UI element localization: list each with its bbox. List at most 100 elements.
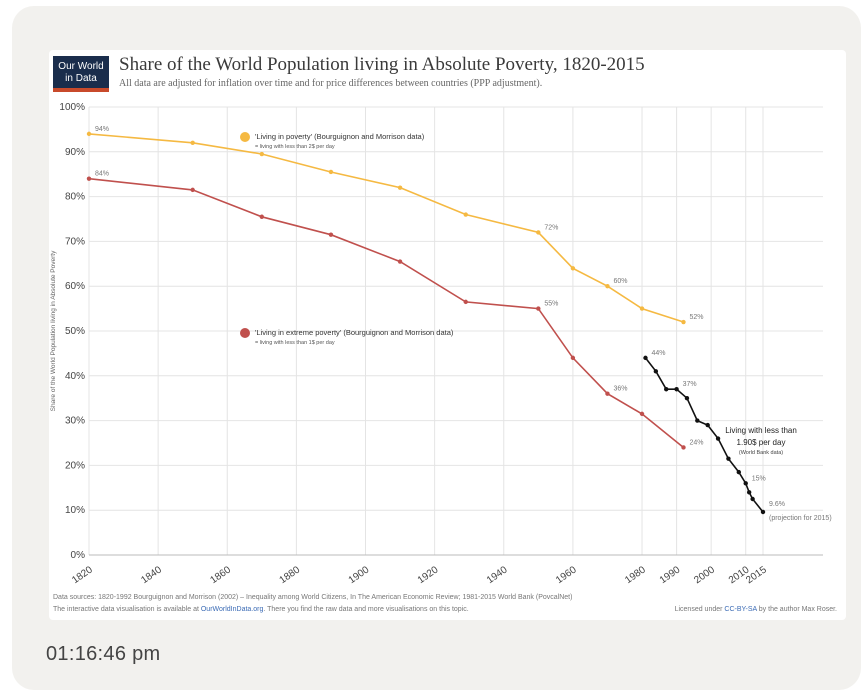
x-tick-label: 1940 <box>485 564 510 586</box>
x-tick-label: 1840 <box>139 564 164 586</box>
message-timestamp: 01:16:46 pm <box>46 643 161 665</box>
legend-note: = living with less than 2$ per day <box>255 144 335 150</box>
data-point <box>639 306 645 311</box>
x-tick-label: 1990 <box>658 564 683 586</box>
data-label: 36% <box>613 386 627 393</box>
data-point <box>328 169 334 175</box>
y-tick-label: 0% <box>71 550 86 561</box>
data-sources: Data sources: 1820-1992 Bourguignon and … <box>53 594 573 601</box>
data-point <box>653 369 659 374</box>
x-tick-label: 1980 <box>623 564 648 586</box>
y-tick-label: 30% <box>65 416 85 427</box>
data-point <box>743 481 748 486</box>
license-text: Licensed under CC-BY-SA by the author Ma… <box>675 606 837 613</box>
data-point <box>397 259 403 264</box>
logo-line-1: Our World <box>58 61 104 72</box>
data-point <box>86 176 92 181</box>
x-tick-label: 2000 <box>692 564 717 586</box>
x-tick-label: 1920 <box>416 564 441 586</box>
y-tick-label: 40% <box>65 371 85 382</box>
footer-text: The interactive data visualisation is av… <box>53 606 201 613</box>
legend-note: = living with less than 1$ per day <box>255 340 335 346</box>
x-tick-label: 1820 <box>70 564 95 586</box>
data-point <box>605 284 610 289</box>
legend-marker <box>240 132 250 142</box>
data-label: 24% <box>690 439 704 446</box>
data-point <box>736 469 742 475</box>
chart-subtitle: All data are adjusted for inflation over… <box>119 78 543 89</box>
y-tick-label: 50% <box>65 326 85 337</box>
data-point <box>605 391 610 396</box>
data-point <box>681 319 686 325</box>
data-label: 37% <box>683 381 697 388</box>
chart-title: Share of the World Population living in … <box>119 54 645 75</box>
data-point <box>760 509 766 515</box>
legend-label: 'Living in extreme poverty' (Bourguignon… <box>255 328 454 337</box>
data-point <box>536 230 541 235</box>
legend-label: 'Living in poverty' (Bourguignon and Mor… <box>255 132 425 141</box>
y-tick-label: 20% <box>65 460 85 471</box>
series-line-1 <box>88 177 685 449</box>
license-after: by the author Max Roser. <box>756 606 837 613</box>
data-label: 55% <box>544 301 558 308</box>
data-point <box>463 212 468 217</box>
wb-annotation-line-1: Living with less than <box>725 426 797 435</box>
data-point <box>681 445 686 450</box>
data-label: 94% <box>95 126 109 133</box>
y-tick-label: 60% <box>65 281 85 292</box>
license-link[interactable]: CC-BY-SA <box>724 606 757 613</box>
data-label: 9.6% <box>769 501 785 508</box>
data-point <box>190 140 195 146</box>
data-point <box>570 266 576 271</box>
message-bubble: Our World in Data Share of the World Pop… <box>12 6 861 690</box>
data-point <box>259 214 265 219</box>
y-axis-label: Share of the World Population living in … <box>50 250 57 411</box>
data-point <box>705 422 710 428</box>
wb-annotation-line-2: 1.90$ per day <box>737 438 786 447</box>
data-point <box>674 387 679 392</box>
y-tick-label: 70% <box>65 236 85 247</box>
data-label: (projection for 2015) <box>769 515 832 522</box>
our-world-in-data-logo: Our World in Data <box>53 56 109 92</box>
data-point <box>328 232 334 237</box>
license-before: Licensed under <box>674 606 725 613</box>
data-label: 72% <box>544 224 558 231</box>
data-point <box>746 490 752 495</box>
data-point <box>259 151 265 157</box>
data-label: 84% <box>95 171 109 178</box>
y-tick-label: 10% <box>65 505 85 516</box>
legend-marker <box>240 328 250 338</box>
data-point <box>570 355 576 361</box>
data-point <box>639 411 645 417</box>
data-label: 52% <box>690 314 704 321</box>
data-label: 15% <box>752 475 766 482</box>
data-point <box>643 355 648 361</box>
data-point <box>684 396 690 401</box>
data-point <box>463 299 468 305</box>
data-point <box>190 187 195 193</box>
x-tick-label: 1960 <box>554 564 579 586</box>
logo-line-2: in Data <box>65 73 97 84</box>
x-tick-label: 2015 <box>744 564 769 586</box>
data-point <box>726 456 731 461</box>
data-point <box>536 306 541 311</box>
footer-text-after: . There you find the raw data and more v… <box>263 606 469 613</box>
line-chart: 0% 10% 20% 30% 40% 50% 60% 70% 80% 90% 100% 1820 184… <box>50 102 832 586</box>
series-line-0 <box>88 133 684 323</box>
x-tick-label: 1860 <box>208 564 233 586</box>
x-tick-label: 1900 <box>347 564 372 586</box>
owid-link[interactable]: OurWorldInData.org <box>200 606 264 613</box>
y-tick-label: 80% <box>65 192 85 203</box>
wb-annotation-note: (World Bank data) <box>739 450 783 456</box>
footer-line: The interactive data visualisation is av… <box>53 606 843 613</box>
data-label: 44% <box>651 350 665 357</box>
data-point <box>86 131 92 137</box>
x-tick-label: 1880 <box>278 564 303 586</box>
data-point <box>397 185 403 190</box>
data-label: 60% <box>613 278 627 285</box>
data-point <box>750 496 755 502</box>
y-tick-label: 100% <box>59 102 85 113</box>
data-point <box>715 436 721 441</box>
data-point <box>695 418 700 423</box>
chart-card[interactable]: Our World in Data Share of the World Pop… <box>49 50 846 620</box>
